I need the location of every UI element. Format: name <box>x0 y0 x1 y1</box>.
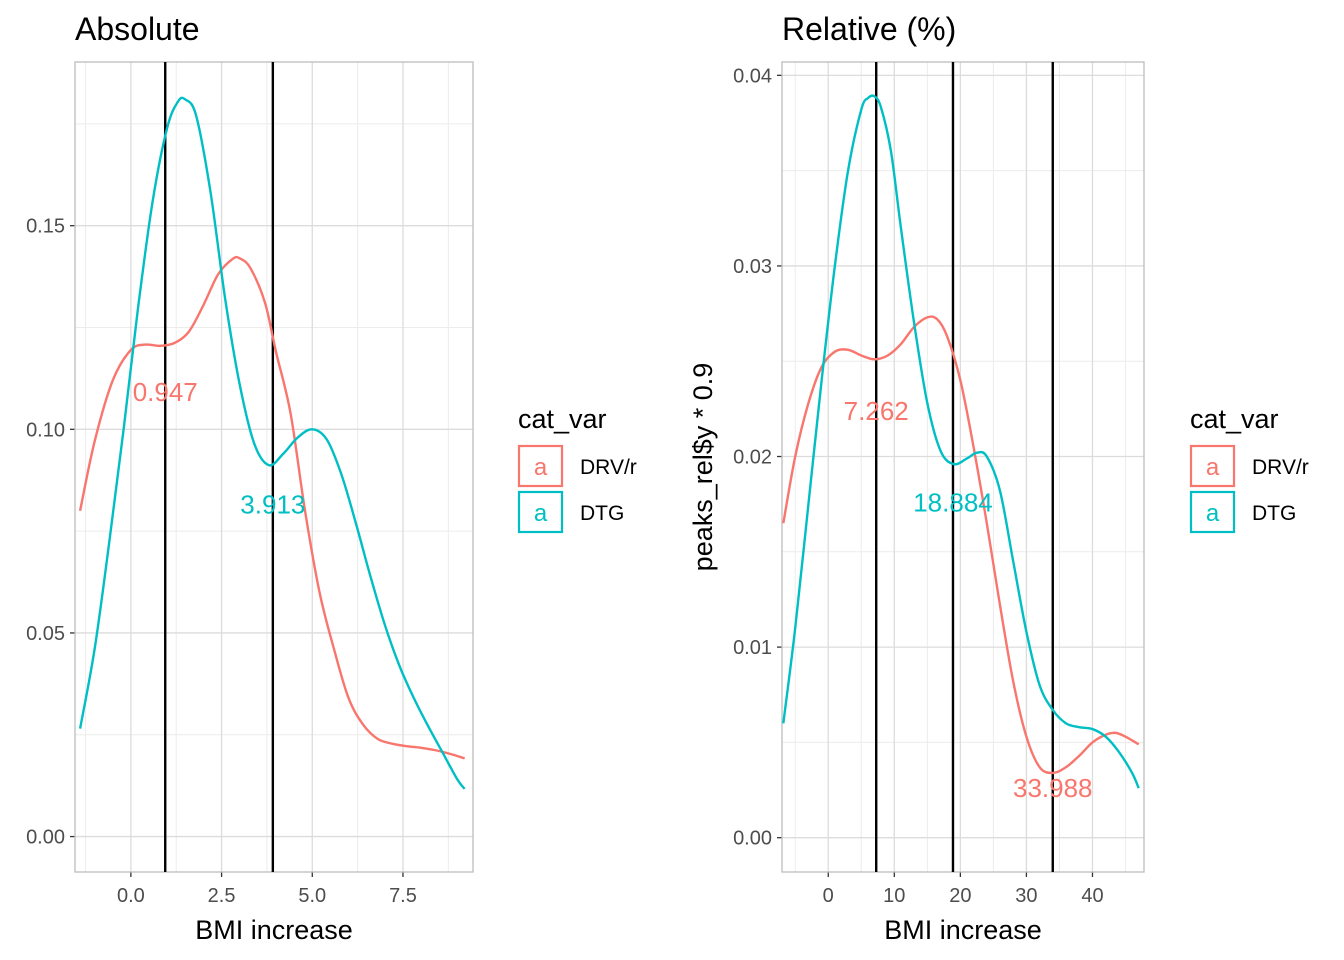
x-tick-label: 2.5 <box>208 885 236 907</box>
chart-title: Relative (%) <box>782 11 956 47</box>
panel-absolute: Absolute 0.0 2.5 5.0 7.5 0.00 0.05 0.10 0.15 0.94… <box>26 11 637 945</box>
peak-label: 7.262 <box>844 396 909 426</box>
x-tick-label: 10 <box>883 885 905 907</box>
panel-relative: Relative (%) 0 10 20 30 40 0.00 0.01 0.02 0.03 0.0… <box>688 11 1309 945</box>
x-tick-label: 40 <box>1081 885 1103 907</box>
series-line-drvr <box>782 315 1140 775</box>
legend-label: DRV/r <box>1252 456 1309 479</box>
y-tick-label: 0.01 <box>733 637 772 659</box>
x-tick-label: 20 <box>949 885 971 907</box>
x-tick-label: 0 <box>823 885 834 907</box>
x-tick-label: 7.5 <box>389 885 417 907</box>
legend-key-glyph: a <box>1206 500 1220 527</box>
y-tick-label: 0.00 <box>733 828 772 850</box>
legend-key <box>1189 490 1236 534</box>
legend-key-glyph: a <box>1206 454 1220 481</box>
panel-border <box>781 61 1145 873</box>
legend-label: DTG <box>580 502 624 525</box>
legend-label: DTG <box>1252 502 1296 525</box>
series-line-dtg <box>782 94 1140 789</box>
y-tick-label: 0.15 <box>26 216 65 238</box>
y-tick-label: 0.10 <box>26 419 65 441</box>
y-tick-label: 0.05 <box>26 623 65 645</box>
x-tick-label: 5.0 <box>298 885 326 907</box>
legend-key <box>517 444 564 488</box>
y-axis-label: peaks_rel$y * 0.9 <box>688 363 718 572</box>
y-tick-label: 0.03 <box>733 256 772 278</box>
peak-label: 18.884 <box>913 487 993 517</box>
peak-label: 3.913 <box>240 490 305 520</box>
legend-label: DRV/r <box>580 456 637 479</box>
legend-key <box>517 490 564 534</box>
y-tick-label: 0.00 <box>26 827 65 849</box>
legend-key <box>1189 444 1236 488</box>
x-tick-label: 0.0 <box>117 885 145 907</box>
legend-title: cat_var <box>1190 404 1279 434</box>
x-axis-label: BMI increase <box>884 915 1042 945</box>
legend-key-glyph: a <box>534 454 548 481</box>
y-tick-label: 0.02 <box>733 447 772 469</box>
peak-label: 0.947 <box>133 377 198 407</box>
series-line-drvr <box>78 255 466 760</box>
chart-title: Absolute <box>75 11 200 47</box>
legend-title: cat_var <box>518 404 607 434</box>
x-tick-label: 30 <box>1015 885 1037 907</box>
peak-label: 33.988 <box>1013 773 1093 803</box>
x-axis-label: BMI increase <box>195 915 353 945</box>
series-line-dtg <box>78 96 466 790</box>
y-tick-label: 0.04 <box>733 65 772 87</box>
legend-key-glyph: a <box>534 500 548 527</box>
